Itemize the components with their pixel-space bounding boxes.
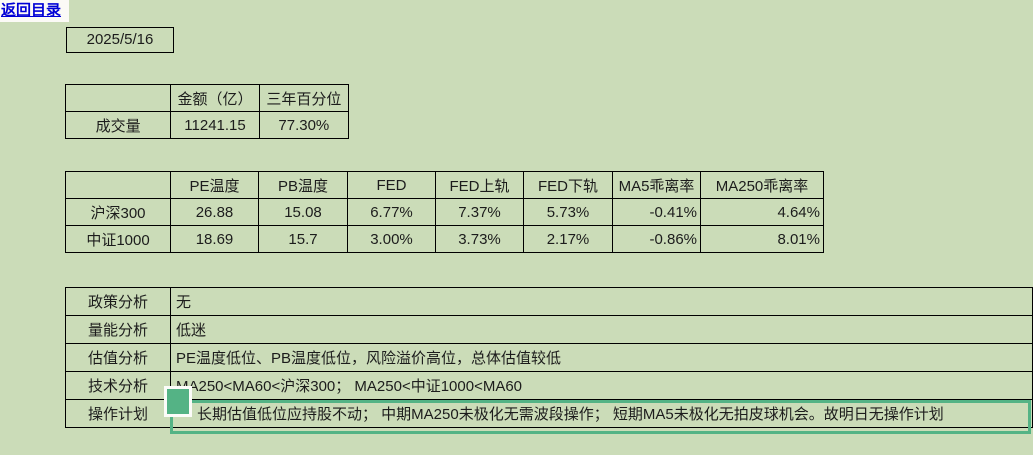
analysis-row-value-cell[interactable]: 无 bbox=[170, 287, 1033, 316]
ma5-bias-header-cell[interactable]: MA5乖离率 bbox=[612, 171, 701, 199]
hs300-row-label-cell[interactable]: 沪深300 bbox=[65, 198, 171, 226]
analysis-row-label-cell[interactable]: 估值分析 bbox=[65, 343, 171, 372]
fed-lower-header-cell[interactable]: FED下轨 bbox=[523, 171, 613, 199]
table-row: 成交量 11241.15 77.30% bbox=[64, 111, 350, 139]
volume-row-label-cell[interactable]: 成交量 bbox=[64, 111, 172, 139]
metric-value-cell[interactable]: -0.41% bbox=[612, 198, 701, 226]
date-cell[interactable]: 2025/5/16 bbox=[66, 27, 174, 53]
metric-value-cell[interactable]: 26.88 bbox=[170, 198, 259, 226]
analysis-row-label-cell[interactable]: 技术分析 bbox=[65, 371, 171, 400]
analysis-row-label-cell[interactable]: 政策分析 bbox=[65, 287, 171, 316]
volume-percentile-cell[interactable]: 77.30% bbox=[258, 111, 350, 139]
metric-value-cell[interactable]: 7.37% bbox=[435, 198, 524, 226]
action-plan-row: 操作计划 长期估值低位应持股不动； 中期MA250未极化无需波段操作； 短期MA… bbox=[65, 399, 1033, 428]
analysis-row-label-cell[interactable]: 量能分析 bbox=[65, 315, 171, 344]
volume-corner-cell[interactable] bbox=[64, 84, 172, 112]
analysis-row-label-cell[interactable]: 操作计划 bbox=[65, 399, 171, 428]
index-metrics-table: PE温度 PB温度 FED FED上轨 FED下轨 MA5乖离率 MA250乖离… bbox=[65, 171, 824, 253]
metric-value-cell[interactable]: -0.86% bbox=[612, 225, 701, 253]
fed-upper-header-cell[interactable]: FED上轨 bbox=[435, 171, 524, 199]
volume-analysis-row: 量能分析 低迷 bbox=[65, 315, 1033, 344]
volume-amount-header-cell[interactable]: 金额（亿） bbox=[170, 84, 260, 112]
technical-analysis-row: 技术分析 MA250<MA60<沪深300； MA250<中证1000<MA60 bbox=[65, 371, 1033, 400]
hs300-row: 沪深300 26.88 15.08 6.77% 7.37% 5.73% -0.4… bbox=[65, 198, 824, 226]
selection-drag-handle-icon[interactable] bbox=[164, 386, 192, 417]
analysis-row-value-cell[interactable]: PE温度低位、PB温度低位，风险溢价高位，总体估值较低 bbox=[170, 343, 1033, 372]
pe-temp-header-cell[interactable]: PE温度 bbox=[170, 171, 259, 199]
index-corner-cell[interactable] bbox=[65, 171, 171, 199]
fed-header-cell[interactable]: FED bbox=[347, 171, 436, 199]
valuation-analysis-row: 估值分析 PE温度低位、PB温度低位，风险溢价高位，总体估值较低 bbox=[65, 343, 1033, 372]
analysis-row-value-cell[interactable]: MA250<MA60<沪深300； MA250<中证1000<MA60 bbox=[170, 371, 1033, 400]
csi1000-row: 中证1000 18.69 15.7 3.00% 3.73% 2.17% -0.8… bbox=[65, 225, 824, 253]
metric-value-cell[interactable]: 15.08 bbox=[258, 198, 348, 226]
pb-temp-header-cell[interactable]: PB温度 bbox=[258, 171, 348, 199]
metric-value-cell[interactable]: 3.73% bbox=[435, 225, 524, 253]
back-to-catalog-link[interactable]: 返回目录 bbox=[0, 0, 69, 22]
ma250-bias-header-cell[interactable]: MA250乖离率 bbox=[700, 171, 824, 199]
metric-value-cell[interactable]: 18.69 bbox=[170, 225, 259, 253]
analysis-row-value-cell[interactable]: 长期估值低位应持股不动； 中期MA250未极化无需波段操作； 短期MA5未极化无… bbox=[170, 399, 1033, 428]
volume-amount-cell[interactable]: 11241.15 bbox=[170, 111, 260, 139]
table-header-row: PE温度 PB温度 FED FED上轨 FED下轨 MA5乖离率 MA250乖离… bbox=[65, 171, 824, 199]
csi1000-row-label-cell[interactable]: 中证1000 bbox=[65, 225, 171, 253]
metric-value-cell[interactable]: 6.77% bbox=[347, 198, 436, 226]
metric-value-cell[interactable]: 8.01% bbox=[700, 225, 824, 253]
metric-value-cell[interactable]: 5.73% bbox=[523, 198, 613, 226]
volume-table: 金额（亿） 三年百分位 成交量 11241.15 77.30% bbox=[64, 84, 350, 139]
table-row: 金额（亿） 三年百分位 bbox=[64, 84, 350, 112]
metric-value-cell[interactable]: 3.00% bbox=[347, 225, 436, 253]
metric-value-cell[interactable]: 4.64% bbox=[700, 198, 824, 226]
metric-value-cell[interactable]: 2.17% bbox=[523, 225, 613, 253]
policy-analysis-row: 政策分析 无 bbox=[65, 287, 1033, 316]
metric-value-cell[interactable]: 15.7 bbox=[258, 225, 348, 253]
cell-selection-border bbox=[170, 400, 1031, 434]
volume-percentile-header-cell[interactable]: 三年百分位 bbox=[258, 84, 350, 112]
analysis-row-value-cell[interactable]: 低迷 bbox=[170, 315, 1033, 344]
analysis-table: 政策分析 无 量能分析 低迷 估值分析 PE温度低位、PB温度低位，风险溢价高位… bbox=[65, 287, 1033, 428]
